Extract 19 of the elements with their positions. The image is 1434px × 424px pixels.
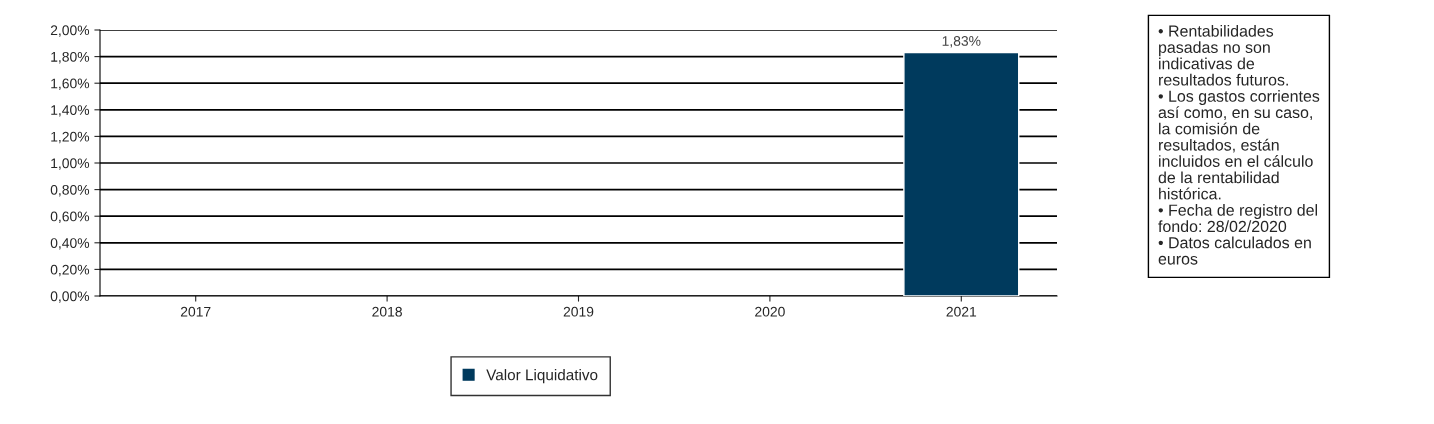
y-tick-label: 1,00% (51, 158, 90, 170)
y-tick-label: 0,40% (50, 238, 90, 250)
y-tick-label: 1,60% (51, 78, 90, 91)
x-tick-label: 2019 (563, 306, 594, 317)
text: • Rentabilidades pasadas no son indicativas de resultados futuros. • Los gastos corrientes así como, en su caso, la comisión de resultados, están incluidos en el cálculo de la rentabilidad histórica. • Fecha de registro del fondo: 28/02/2020 • Datos calculados en euros (1158, 25, 1320, 265)
y-tick-label: 1,80% (51, 51, 90, 64)
data-label: 1,83% (942, 36, 981, 48)
x-tick-label: 2020 (755, 306, 785, 317)
y-tick-label: 0,60% (50, 211, 90, 224)
y-tick-label: 0,00% (50, 291, 90, 303)
x-tick-label: 2018 (372, 306, 402, 317)
y-tick-label: 1,40% (51, 105, 90, 117)
y-tick-label: 1,20% (51, 131, 90, 144)
x-tick-label: 2021 (946, 306, 977, 317)
y-tick-label: 0,20% (50, 264, 90, 277)
y-tick-label: 0,80% (50, 184, 90, 197)
y-tick-label: 2,00% (50, 25, 90, 37)
x-tick-label: 2017 (180, 306, 211, 317)
legend-label: Valor Liquidativo (486, 369, 598, 384)
